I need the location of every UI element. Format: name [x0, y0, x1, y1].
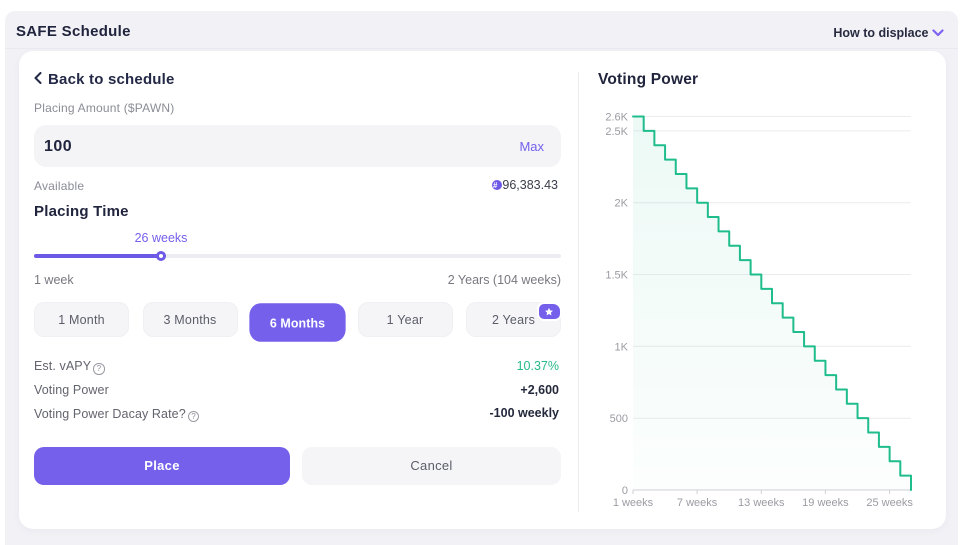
- svg-text:2.6K: 2.6K: [605, 112, 628, 124]
- svg-text:2K: 2K: [615, 198, 629, 210]
- svg-text:2.5K: 2.5K: [605, 126, 628, 138]
- svg-text:500: 500: [610, 413, 628, 425]
- svg-text:1.5K: 1.5K: [605, 270, 628, 282]
- svg-text:19 weeks: 19 weeks: [802, 497, 849, 509]
- svg-text:1 weeks: 1 weeks: [613, 497, 654, 509]
- svg-text:7 weeks: 7 weeks: [677, 497, 718, 509]
- svg-text:13 weeks: 13 weeks: [738, 497, 785, 509]
- svg-text:25 weeks: 25 weeks: [866, 497, 913, 509]
- svg-text:1K: 1K: [615, 341, 629, 353]
- svg-text:0: 0: [622, 485, 628, 497]
